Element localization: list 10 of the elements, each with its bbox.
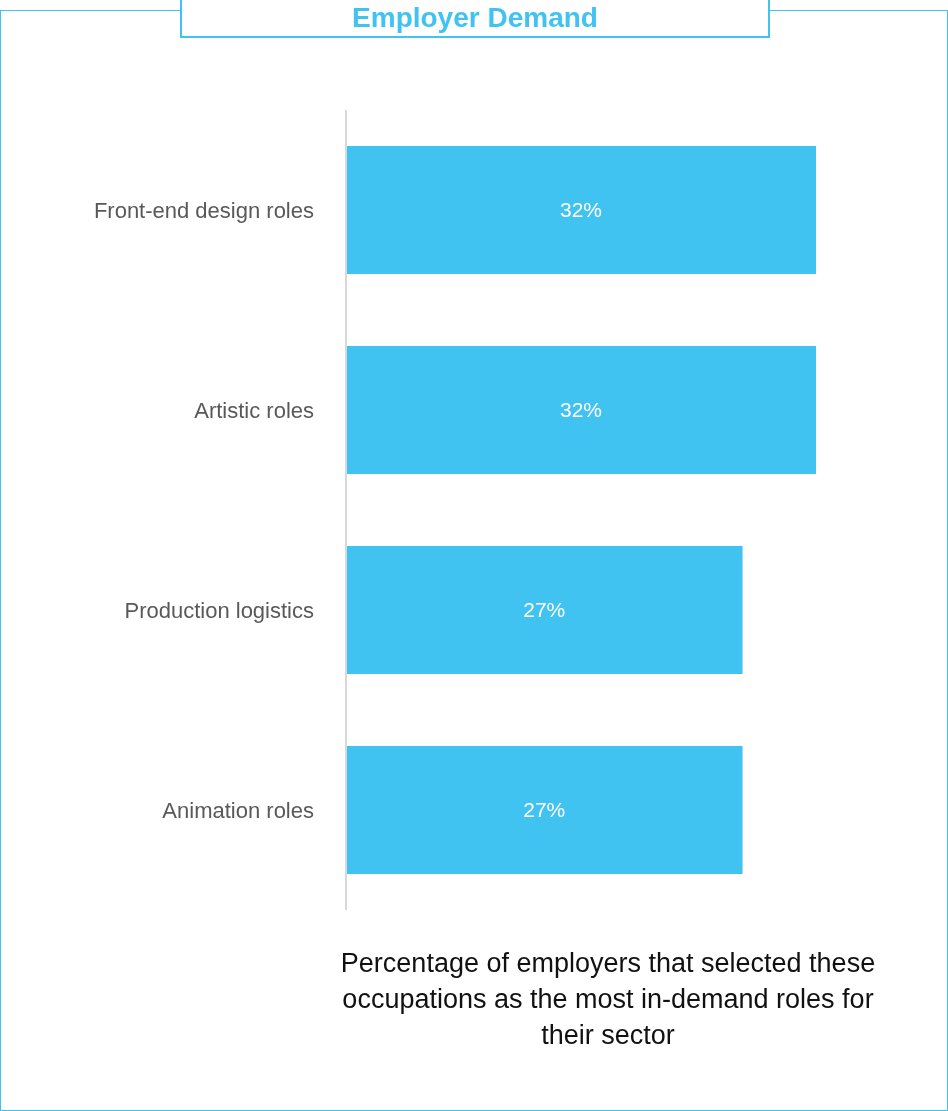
y-tick-label: Artistic roles (194, 397, 314, 423)
y-tick-label: Production logistics (124, 597, 314, 623)
data-label: 27% (523, 798, 566, 822)
data-label: 27% (523, 598, 566, 622)
data-label: 32% (559, 398, 603, 422)
data-label: 32% (559, 198, 603, 222)
y-tick-label: Front-end design roles (93, 197, 314, 223)
y-tick-label: Animation roles (162, 797, 314, 823)
x-axis-title: Percentage of employers that selected these occupations as the most in-demand roles for their sector (339, 947, 877, 1052)
chart-title: Employer Demand (180, 0, 770, 38)
